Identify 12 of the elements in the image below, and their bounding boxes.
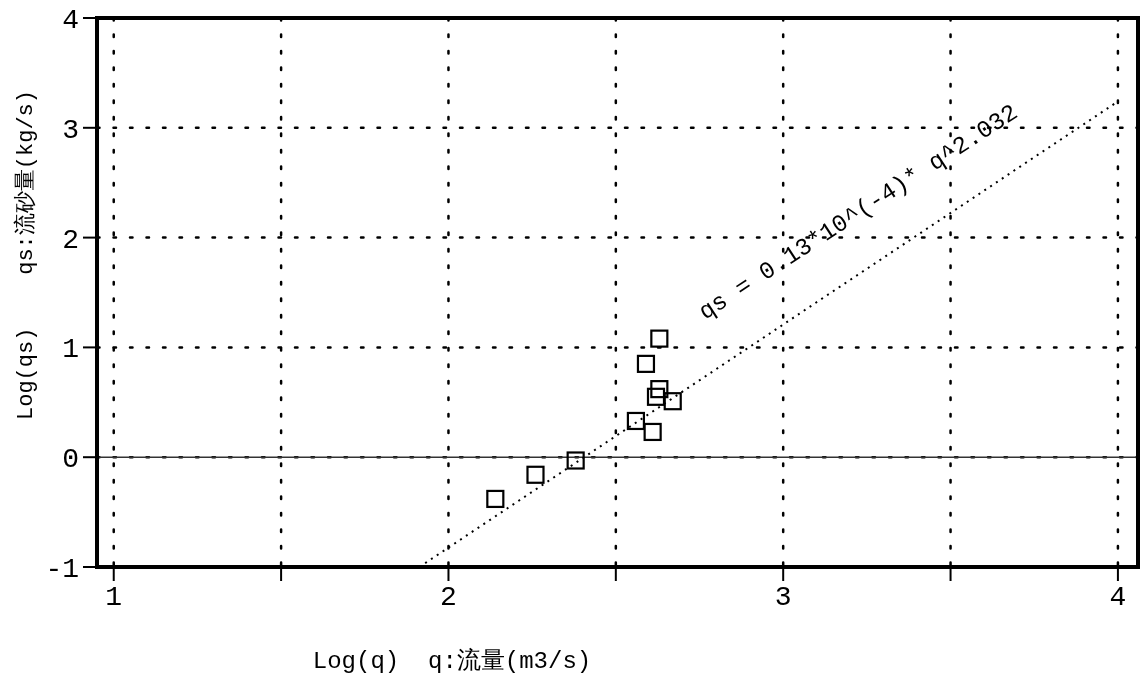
y-tick-label: 2 [62,224,79,256]
x-axis-title: Log(q) q:流量(m3/s) [312,647,592,675]
x-tick-label: 3 [774,582,792,613]
x-tick-label: 4 [1109,582,1127,613]
y-tick-label: 0 [62,444,79,476]
y-tick-label: -1 [45,554,79,585]
y-tick-label: 1 [62,334,79,366]
y-tick-label: 4 [62,5,79,36]
x-tick-label: 1 [105,582,123,613]
y-tick-label: 3 [62,114,79,146]
x-tick-label: 2 [440,582,457,613]
y-axis-title: Log(qs) qs:流砂量(kg/s) [13,89,39,421]
